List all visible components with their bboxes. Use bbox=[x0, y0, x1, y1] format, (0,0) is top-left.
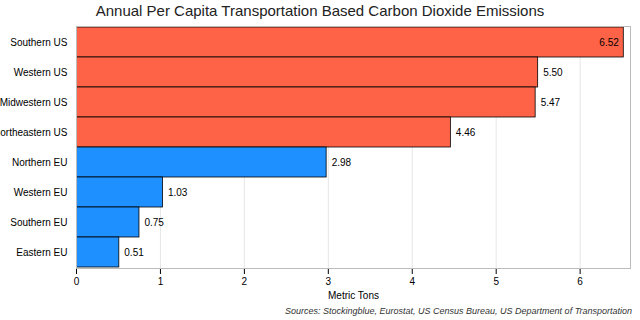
svg-text:Western US: Western US bbox=[14, 67, 68, 78]
svg-text:4: 4 bbox=[409, 276, 415, 287]
svg-text:6.52: 6.52 bbox=[599, 37, 619, 48]
svg-text:2.98: 2.98 bbox=[332, 157, 352, 168]
svg-text:0: 0 bbox=[74, 276, 80, 287]
html-text:Sources: Stockingblue, Eurosta: Sources: Stockingblue, Eurostat, US Cens… bbox=[285, 306, 632, 316]
svg-text:Southern EU: Southern EU bbox=[10, 217, 67, 228]
svg-text:0.75: 0.75 bbox=[144, 217, 164, 228]
svg-text:4.46: 4.46 bbox=[456, 127, 476, 138]
svg-text:Northern EU: Northern EU bbox=[12, 157, 68, 168]
svg-text:0.51: 0.51 bbox=[124, 247, 144, 258]
svg-text:5.47: 5.47 bbox=[541, 97, 561, 108]
svg-text:Midwestern US: Midwestern US bbox=[0, 97, 68, 108]
svg-text:Northeastern US: Northeastern US bbox=[0, 127, 68, 138]
svg-text:1: 1 bbox=[158, 276, 164, 287]
html-text:Annual Per Capita Transportati: Annual Per Capita Transportation Based C… bbox=[95, 2, 545, 19]
svg-text:1.03: 1.03 bbox=[168, 187, 188, 198]
svg-text:5: 5 bbox=[493, 276, 499, 287]
svg-text:5.50: 5.50 bbox=[543, 67, 563, 78]
svg-text:Metric Tons: Metric Tons bbox=[328, 290, 379, 301]
svg-text:6: 6 bbox=[577, 276, 583, 287]
svg-text:2: 2 bbox=[242, 276, 248, 287]
svg-text:Western EU: Western EU bbox=[14, 187, 68, 198]
svg-text:Southern US: Southern US bbox=[10, 37, 68, 48]
svg-text:3: 3 bbox=[326, 276, 332, 287]
svg-text:Eastern EU: Eastern EU bbox=[16, 247, 67, 258]
